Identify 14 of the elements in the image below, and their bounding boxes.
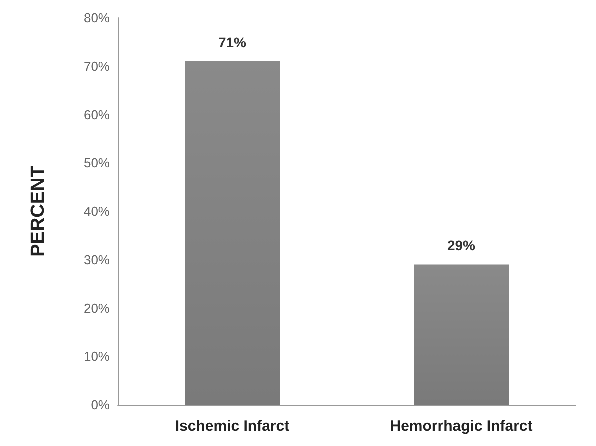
data-label: 29% [447,238,476,254]
y-tick-label: 10% [84,349,110,364]
x-tick-label: Ischemic Infarct [175,418,290,435]
y-tick-label: 80% [84,10,110,26]
y-axis-title: PERCENT [28,166,49,257]
y-tick-label: 30% [84,252,110,268]
y-tick-label: 40% [84,204,110,219]
y-tick-label: 0% [91,398,110,412]
x-tick-label: Hemorrhagic Infarct [390,418,533,435]
y-tick-label: 50% [84,156,110,171]
data-label: 71% [218,34,248,51]
y-tick-label: 70% [84,58,110,74]
y-tick-label: 20% [84,300,110,316]
y-tick-label: 60% [84,107,110,122]
